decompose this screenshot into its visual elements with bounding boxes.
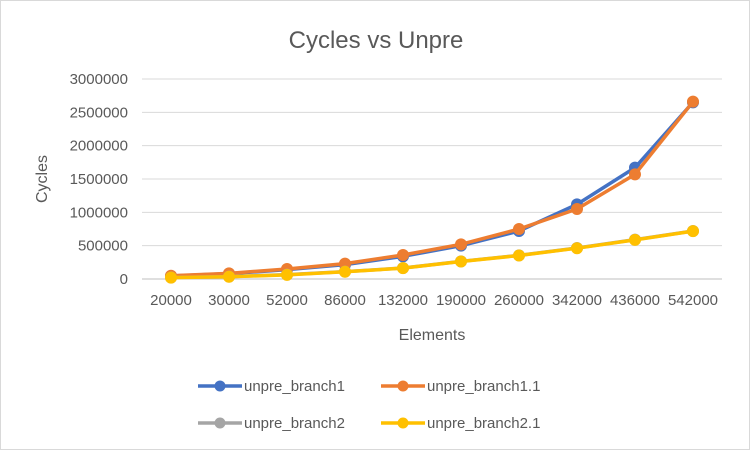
data-point [687,95,699,108]
y-tick-label: 1500000 [70,171,128,188]
data-point [629,168,641,181]
legend-item: unpre_branch1 [198,378,345,395]
y-tick-label: 500000 [78,238,128,255]
series-unpre_branch1 [165,96,699,282]
legend-item: unpre_branch1.1 [381,378,540,395]
y-tick-label: 2500000 [70,104,128,121]
y-axis-ticks: 0 500000 1000000 1500000 2000000 2500000 30000… [70,71,128,288]
y-tick-label: 3000000 [70,71,128,88]
x-tick-label: 342000 [552,292,602,309]
series-group [165,95,699,284]
data-point [397,249,409,261]
series-line [169,229,695,280]
data-point [513,249,525,262]
data-point [223,270,235,283]
chart-title: Cycles vs Unpre [289,27,464,54]
data-point [281,268,293,281]
legend-marker [397,380,409,392]
legend-label: unpre_branch1 [244,378,345,395]
x-tick-label: 132000 [378,292,428,309]
y-tick-label: 2000000 [70,138,128,155]
y-tick-label: 1000000 [70,204,128,221]
x-tick-label: 86000 [324,292,366,309]
x-tick-label: 52000 [266,292,308,309]
y-tick-label: 0 [120,271,128,288]
data-point [397,262,409,275]
data-point [629,233,641,246]
series-line [169,99,695,278]
series-unpre_branch1.1 [165,95,699,282]
x-tick-label: 436000 [610,292,660,309]
legend-marker [214,417,226,429]
x-tick-label: 190000 [436,292,486,309]
legend-label: unpre_branch2 [244,415,345,432]
y-axis-label: Cycles [34,155,51,203]
legend-marker [214,380,226,392]
data-point [339,265,351,278]
legend-label: unpre_branch2.1 [427,415,540,432]
x-axis-label: Elements [399,327,466,344]
x-tick-label: 260000 [494,292,544,309]
x-tick-label: 542000 [668,292,718,309]
series-unpre_branch2 [165,225,699,284]
legend: unpre_branch1 unpre_branch1.1 unpre_branch… [198,378,540,432]
data-point [455,238,467,251]
legend-marker [397,417,409,429]
data-point [513,223,525,235]
x-tick-label: 20000 [150,292,192,309]
legend-item: unpre_branch2.1 [381,415,540,432]
data-point [687,225,699,238]
x-axis-ticks: 20000 30000 52000 86000 132000 190000 260000 34… [150,292,718,309]
x-tick-label: 30000 [208,292,250,309]
series-unpre_branch2.1 [165,225,699,284]
gridlines [142,78,722,280]
data-point [165,271,177,284]
legend-item: unpre_branch2 [198,415,345,432]
legend-label: unpre_branch1.1 [427,378,540,395]
data-point [571,242,583,255]
data-point [571,203,583,215]
data-point [455,255,467,268]
